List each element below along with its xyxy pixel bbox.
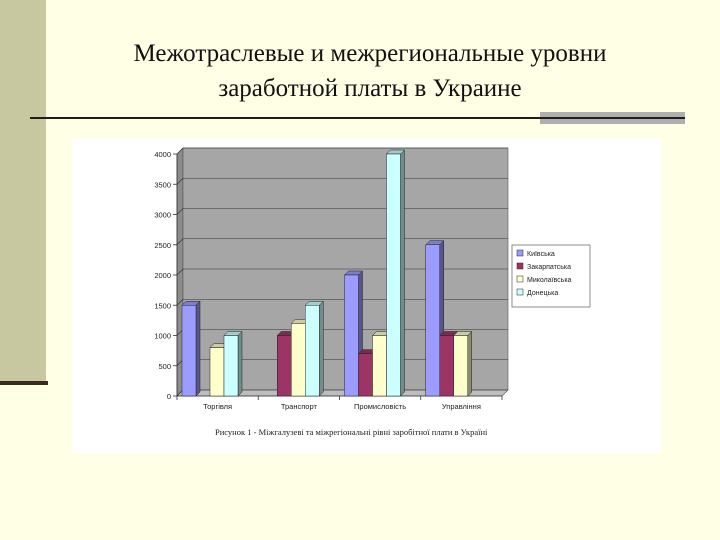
slide-title-line-1: Межотраслевые и межрегиональные уровни — [133, 40, 607, 67]
legend-label: Київська — [527, 251, 555, 258]
legend-label: Донецька — [527, 290, 558, 297]
legend-swatch — [516, 249, 524, 257]
bar — [372, 335, 387, 397]
y-tick-label: 1500 — [154, 301, 171, 310]
bar — [181, 305, 197, 397]
gridline-diagonal — [176, 268, 184, 276]
gridline-diagonal — [176, 299, 184, 306]
bar — [344, 274, 359, 397]
legend-label: Миколаївська — [527, 277, 572, 284]
bar-side — [237, 330, 243, 397]
bar-side — [319, 300, 324, 397]
chart-caption: Рисунок 1 - Міжгалузеві та міжрегіональн… — [215, 427, 488, 437]
x-tick-label: Управління — [442, 402, 481, 411]
y-tick-label: 1000 — [154, 332, 171, 341]
gridline-diagonal — [176, 208, 184, 215]
bar-chart: 0 500 1000 1500 2000 2500 3000 3500 4000 Торгівля… — [154, 147, 591, 411]
bar-side — [195, 300, 201, 397]
slide-title-line-2: заработной платы в Украине — [218, 75, 522, 102]
bar — [277, 335, 292, 397]
y-tick-label: 2000 — [154, 271, 171, 280]
y-tick-label: 0 — [167, 392, 171, 401]
legend-swatch — [516, 275, 524, 283]
legend-box — [511, 244, 591, 308]
slide-title: Межотраслевые и межрегиональные уровни з… — [80, 36, 660, 106]
bar — [453, 335, 468, 397]
bar — [291, 323, 306, 397]
bar — [223, 335, 239, 397]
title-rule — [30, 117, 685, 119]
bar — [439, 335, 454, 397]
bar — [386, 153, 401, 397]
bar — [305, 305, 320, 397]
legend-swatch — [516, 288, 524, 296]
legend-label: Закарпатська — [527, 264, 571, 271]
x-tick-label: Промисловість — [354, 402, 406, 411]
y-tick-label: 4000 — [154, 150, 171, 159]
bar-side — [467, 330, 472, 397]
gridline-diagonal — [176, 238, 184, 245]
chart-figure: 0 500 1000 1500 2000 2500 3000 3500 4000 Торгівля… — [72, 138, 662, 454]
bar — [425, 244, 440, 397]
x-tick-label: Торгівля — [203, 402, 232, 411]
y-tick-label: 500 — [158, 362, 171, 371]
y-tick-label: 3000 — [154, 211, 171, 220]
left-decorative-bar — [0, 0, 46, 383]
x-tick-label: Транспорт — [281, 402, 318, 411]
bar — [209, 347, 225, 397]
gridline-diagonal — [176, 147, 184, 155]
gridline-diagonal — [176, 178, 184, 185]
legend-swatch — [516, 262, 524, 270]
y-tick-label: 3500 — [154, 180, 171, 189]
y-tick-label: 2500 — [154, 241, 171, 250]
left-bar-base — [0, 381, 48, 385]
bar-side — [400, 149, 405, 397]
bar — [358, 353, 373, 397]
